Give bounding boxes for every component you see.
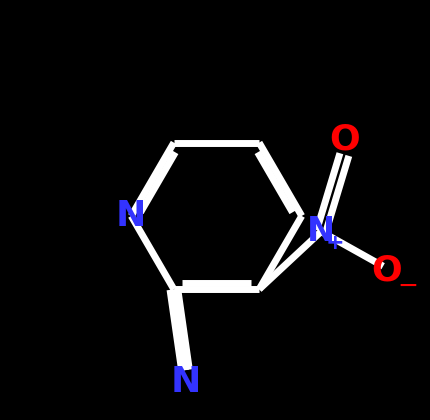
Text: −: − [397, 273, 418, 297]
Text: O: O [372, 253, 402, 287]
Text: O: O [329, 122, 360, 156]
Text: N: N [116, 199, 147, 233]
Text: N: N [307, 215, 335, 248]
Text: N: N [170, 365, 201, 399]
Text: +: + [326, 233, 344, 253]
